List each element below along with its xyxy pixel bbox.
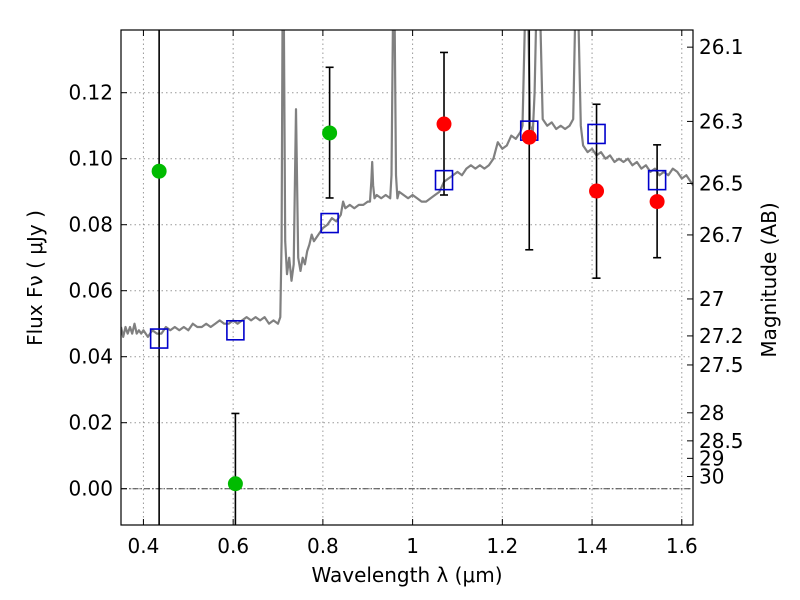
- model-point-square: [647, 169, 667, 191]
- y-axis-label-right: Magnitude (AB): [757, 202, 781, 357]
- right-tick-label: 27.5: [699, 353, 744, 377]
- observed-point: [322, 125, 338, 141]
- x-axis-label: Wavelength λ (μm): [311, 563, 502, 587]
- y-axis-ticks: 0.00 0.02 0.04 0.06 0.08 0.10 0.12: [68, 81, 127, 501]
- x-tick-label: 0.4: [128, 534, 160, 558]
- right-tick-label: 28.5: [699, 429, 744, 453]
- right-tick-label: 30: [699, 464, 724, 488]
- model-point-square: [587, 123, 606, 145]
- observed-point: [589, 183, 605, 199]
- observed-point: [151, 163, 167, 179]
- model-point-square: [320, 212, 339, 234]
- right-tick-label: 27.2: [699, 324, 744, 348]
- plot-frame: [120, 29, 694, 526]
- right-tick-label: 26.3: [699, 109, 744, 133]
- y-tick-label: 0.04: [68, 345, 113, 369]
- y-tick-label: 0.02: [68, 411, 113, 435]
- y-tick-label: 0.06: [68, 279, 113, 303]
- right-tick-label: 26.1: [699, 35, 744, 59]
- y-tick-label: 0.00: [68, 477, 113, 501]
- right-tick-label: 28: [699, 401, 724, 425]
- model-points-layer: [149, 120, 667, 349]
- observed-points-layer: [151, 116, 665, 492]
- observed-point: [227, 476, 243, 492]
- x-tick-label: 0.8: [307, 534, 339, 558]
- model-point-square: [434, 169, 454, 191]
- model-point-square: [226, 319, 245, 341]
- x-tick-label: 0.6: [217, 534, 249, 558]
- right-tick-label: 26.5: [699, 171, 744, 195]
- spectrum-layer: [121, 30, 693, 338]
- observed-point: [649, 194, 665, 210]
- x-axis-ticks: 0.4 0.6 0.8 1 1.2 1.4 1.6: [128, 30, 698, 558]
- template-spectrum-line: [121, 30, 693, 338]
- x-tick-label: 1: [406, 534, 419, 558]
- x-tick-label: 1.2: [486, 534, 518, 558]
- y-tick-label: 0.10: [68, 147, 113, 171]
- right-tick-label: 29: [699, 446, 724, 470]
- plot-background: [121, 30, 693, 525]
- observed-point: [521, 129, 537, 145]
- y-axis-label-left: Flux Fν ( μJy ): [23, 210, 47, 346]
- grid-lines: [121, 30, 693, 525]
- y-tick-label: 0.12: [68, 81, 113, 105]
- right-tick-label: 27: [699, 287, 724, 311]
- right-tick-label: 26.7: [699, 223, 744, 247]
- x-tick-label: 1.4: [576, 534, 608, 558]
- observed-point: [436, 116, 452, 132]
- model-point-square: [149, 328, 169, 349]
- x-tick-label: 1.6: [666, 534, 698, 558]
- y-tick-label: 0.08: [68, 213, 113, 237]
